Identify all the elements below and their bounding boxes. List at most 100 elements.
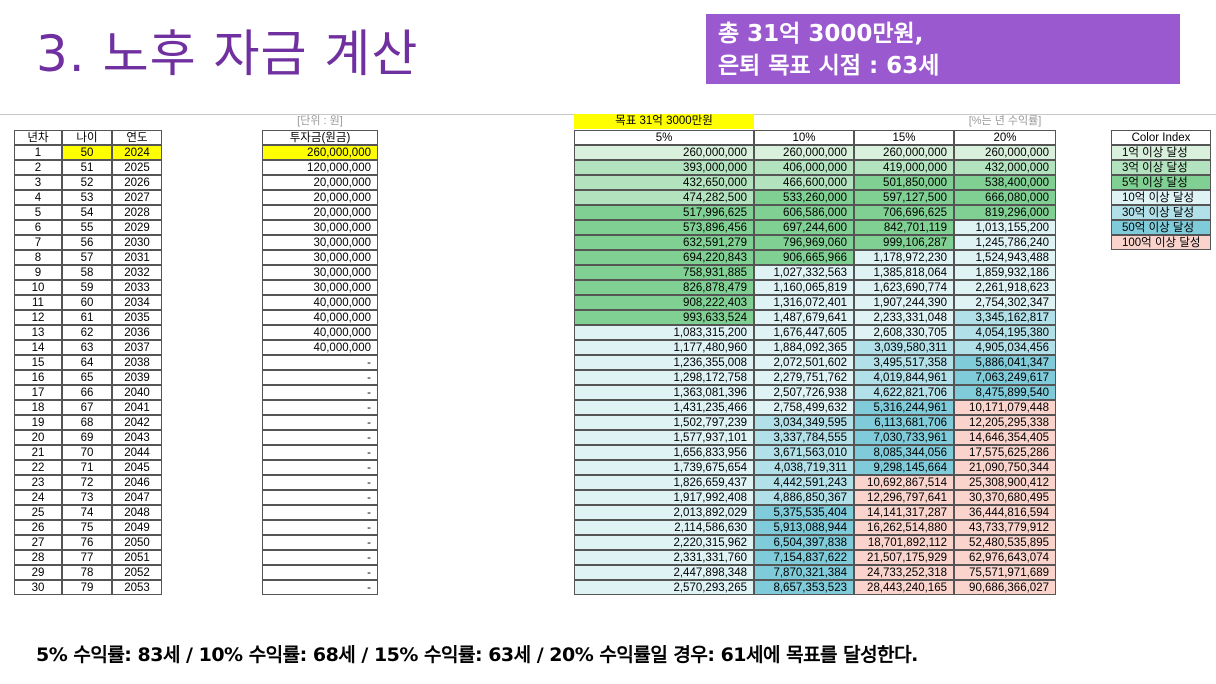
cell-investment[interactable]: 120,000,000 (262, 160, 378, 175)
cell-rate-10[interactable]: 606,586,000 (754, 205, 854, 220)
cell-rate-15[interactable]: 28,443,240,165 (854, 580, 954, 595)
cell-rate-10[interactable]: 3,034,349,595 (754, 415, 854, 430)
cell-rate-15[interactable]: 14,141,317,287 (854, 505, 954, 520)
cell-rate-5[interactable]: 2,220,315,962 (574, 535, 754, 550)
cell-investment[interactable]: - (262, 415, 378, 430)
cell-age[interactable]: 69 (62, 430, 112, 445)
cell-age[interactable]: 53 (62, 190, 112, 205)
cell-rate-5[interactable]: 2,114,586,630 (574, 520, 754, 535)
header-investment[interactable]: 투자금(원금) (262, 130, 378, 145)
cell-rate-20[interactable]: 538,400,000 (954, 175, 1056, 190)
cell-rate-20[interactable]: 75,571,971,689 (954, 565, 1056, 580)
cell-rate-15[interactable]: 4,019,844,961 (854, 370, 954, 385)
cell-investment[interactable]: 260,000,000 (262, 145, 378, 160)
cell-year[interactable]: 2031 (112, 250, 162, 265)
cell-investment[interactable]: - (262, 430, 378, 445)
cell-year[interactable]: 2051 (112, 550, 162, 565)
cell-year[interactable]: 2048 (112, 505, 162, 520)
cell-year-index[interactable]: 11 (14, 295, 62, 310)
cell-year-index[interactable]: 6 (14, 220, 62, 235)
cell-rate-10[interactable]: 697,244,600 (754, 220, 854, 235)
cell-investment[interactable]: 30,000,000 (262, 220, 378, 235)
cell-investment[interactable]: 20,000,000 (262, 175, 378, 190)
cell-rate-10[interactable]: 1,884,092,365 (754, 340, 854, 355)
cell-age[interactable]: 66 (62, 385, 112, 400)
cell-rate-15[interactable]: 10,692,867,514 (854, 475, 954, 490)
cell-rate-5[interactable]: 632,591,279 (574, 235, 754, 250)
cell-rate-5[interactable]: 1,363,081,396 (574, 385, 754, 400)
cell-rate-20[interactable]: 432,000,000 (954, 160, 1056, 175)
cell-rate-10[interactable]: 7,154,837,622 (754, 550, 854, 565)
cell-age[interactable]: 76 (62, 535, 112, 550)
legend-title[interactable]: Color Index (1111, 130, 1211, 145)
cell-investment[interactable]: - (262, 385, 378, 400)
cell-rate-10[interactable]: 466,600,000 (754, 175, 854, 190)
cell-rate-15[interactable]: 1,623,690,774 (854, 280, 954, 295)
header-year[interactable]: 연도 (112, 130, 162, 145)
cell-rate-10[interactable]: 1,487,679,641 (754, 310, 854, 325)
cell-investment[interactable]: - (262, 370, 378, 385)
cell-rate-5[interactable]: 1,431,235,466 (574, 400, 754, 415)
cell-year[interactable]: 2027 (112, 190, 162, 205)
cell-age[interactable]: 63 (62, 340, 112, 355)
cell-year-index[interactable]: 8 (14, 250, 62, 265)
cell-rate-10[interactable]: 533,260,000 (754, 190, 854, 205)
cell-year-index[interactable]: 26 (14, 520, 62, 535)
cell-rate-15[interactable]: 3,495,517,358 (854, 355, 954, 370)
cell-rate-5[interactable]: 1,083,315,200 (574, 325, 754, 340)
cell-rate-15[interactable]: 419,000,000 (854, 160, 954, 175)
cell-investment[interactable]: 40,000,000 (262, 295, 378, 310)
cell-year[interactable]: 2046 (112, 475, 162, 490)
cell-rate-15[interactable]: 842,701,119 (854, 220, 954, 235)
cell-rate-5[interactable]: 393,000,000 (574, 160, 754, 175)
cell-year-index[interactable]: 14 (14, 340, 62, 355)
cell-rate-20[interactable]: 12,205,295,338 (954, 415, 1056, 430)
cell-rate-10[interactable]: 4,038,719,311 (754, 460, 854, 475)
cell-investment[interactable]: 20,000,000 (262, 190, 378, 205)
cell-year[interactable]: 2045 (112, 460, 162, 475)
cell-rate-10[interactable]: 5,913,088,944 (754, 520, 854, 535)
cell-year[interactable]: 2033 (112, 280, 162, 295)
cell-year-index[interactable]: 21 (14, 445, 62, 460)
cell-year[interactable]: 2053 (112, 580, 162, 595)
cell-rate-10[interactable]: 4,886,850,367 (754, 490, 854, 505)
cell-rate-20[interactable]: 4,054,195,380 (954, 325, 1056, 340)
cell-age[interactable]: 54 (62, 205, 112, 220)
cell-investment[interactable]: 30,000,000 (262, 250, 378, 265)
cell-rate-10[interactable]: 1,027,332,563 (754, 265, 854, 280)
cell-rate-5[interactable]: 2,570,293,265 (574, 580, 754, 595)
cell-rate-10[interactable]: 5,375,535,404 (754, 505, 854, 520)
cell-investment[interactable]: - (262, 580, 378, 595)
cell-investment[interactable]: - (262, 550, 378, 565)
cell-rate-15[interactable]: 501,850,000 (854, 175, 954, 190)
cell-age[interactable]: 73 (62, 490, 112, 505)
header-rate-15[interactable]: 15% (854, 130, 954, 145)
cell-rate-20[interactable]: 36,444,816,594 (954, 505, 1056, 520)
cell-age[interactable]: 75 (62, 520, 112, 535)
cell-year-index[interactable]: 5 (14, 205, 62, 220)
cell-rate-20[interactable]: 2,261,918,623 (954, 280, 1056, 295)
cell-rate-10[interactable]: 1,316,072,401 (754, 295, 854, 310)
cell-rate-5[interactable]: 2,447,898,348 (574, 565, 754, 580)
cell-year[interactable]: 2040 (112, 385, 162, 400)
cell-age[interactable]: 72 (62, 475, 112, 490)
percent-note[interactable]: [%는 년 수익률] (968, 115, 1042, 127)
cell-age[interactable]: 74 (62, 505, 112, 520)
header-rate-20[interactable]: 20% (954, 130, 1056, 145)
cell-year-index[interactable]: 13 (14, 325, 62, 340)
cell-year-index[interactable]: 15 (14, 355, 62, 370)
cell-year-index[interactable]: 29 (14, 565, 62, 580)
cell-investment[interactable]: 20,000,000 (262, 205, 378, 220)
cell-rate-20[interactable]: 62,976,643,074 (954, 550, 1056, 565)
cell-year-index[interactable]: 22 (14, 460, 62, 475)
cell-year[interactable]: 2047 (112, 490, 162, 505)
cell-age[interactable]: 60 (62, 295, 112, 310)
legend-item[interactable]: 50억 이상 달성 (1111, 220, 1211, 235)
cell-rate-20[interactable]: 10,171,079,448 (954, 400, 1056, 415)
cell-rate-5[interactable]: 260,000,000 (574, 145, 754, 160)
cell-rate-15[interactable]: 3,039,580,311 (854, 340, 954, 355)
cell-age[interactable]: 58 (62, 265, 112, 280)
cell-rate-20[interactable]: 666,080,000 (954, 190, 1056, 205)
cell-rate-15[interactable]: 260,000,000 (854, 145, 954, 160)
cell-rate-15[interactable]: 1,178,972,230 (854, 250, 954, 265)
